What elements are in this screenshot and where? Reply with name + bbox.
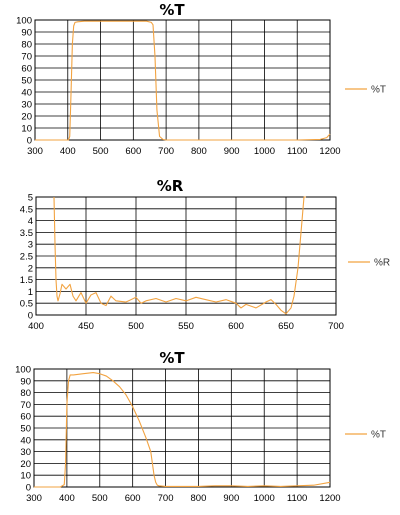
x-tick-label: 900 xyxy=(224,146,240,157)
y-tick-label: 40 xyxy=(21,88,32,99)
y-tick-label: 4.5 xyxy=(20,204,33,215)
x-tick-label: 500 xyxy=(92,493,108,504)
x-tick-label: 1000 xyxy=(254,493,275,504)
y-tick-label: 1.5 xyxy=(20,275,33,286)
x-tick-label: 600 xyxy=(125,146,141,157)
x-tick-label: 1200 xyxy=(319,493,340,504)
legend: %T xyxy=(345,430,386,441)
y-tick-label: 60 xyxy=(21,64,32,75)
x-tick-label: 600 xyxy=(125,493,141,504)
y-tick-label: 10 xyxy=(20,471,31,482)
y-tick-label: 50 xyxy=(20,424,31,435)
y-tick-label: 50 xyxy=(21,76,32,87)
x-tick-label: 700 xyxy=(328,321,344,332)
y-tick-label: 0 xyxy=(28,311,33,322)
x-tick-label: 600 xyxy=(228,321,244,332)
y-tick-label: 90 xyxy=(21,28,32,39)
y-tick-label: 30 xyxy=(21,100,32,111)
y-tick-label: 90 xyxy=(20,376,31,387)
x-tick-label: 300 xyxy=(26,493,42,504)
y-tick-label: 5 xyxy=(28,193,33,204)
x-tick-label: 450 xyxy=(78,321,94,332)
legend: %R xyxy=(348,258,390,269)
y-tick-label: 0 xyxy=(26,483,31,494)
chart-title: %T xyxy=(159,1,185,19)
y-tick-label: 0 xyxy=(27,136,32,147)
series-line-1 xyxy=(34,371,331,488)
y-tick-label: 40 xyxy=(20,435,31,446)
x-tick-label: 800 xyxy=(191,493,207,504)
series-line-1 xyxy=(53,196,306,315)
series-line-1 xyxy=(35,20,331,141)
y-tick-label: 2.5 xyxy=(20,252,33,263)
chart-title: %T xyxy=(159,349,185,367)
y-tick-label: 80 xyxy=(21,40,32,51)
x-tick-label: 400 xyxy=(28,321,44,332)
y-tick-label: 1 xyxy=(28,287,33,298)
x-tick-label: 300 xyxy=(27,146,43,157)
x-tick-label: 1100 xyxy=(287,493,307,504)
y-tick-label: 2 xyxy=(28,263,33,274)
plot-frame xyxy=(35,196,337,316)
y-tick-label: 4 xyxy=(28,216,33,227)
y-tick-label: 100 xyxy=(16,16,32,27)
x-tick-label: 900 xyxy=(223,493,239,504)
y-tick-label: 3 xyxy=(28,240,33,251)
y-tick-label: 3.5 xyxy=(20,228,33,239)
y-tick-label: 100 xyxy=(15,365,31,376)
x-tick-label: 650 xyxy=(278,321,294,332)
y-tick-label: 80 xyxy=(20,388,31,399)
x-tick-label: 400 xyxy=(59,493,75,504)
y-tick-label: 10 xyxy=(21,124,32,135)
legend-label: %T xyxy=(371,430,386,441)
plot-frame xyxy=(33,368,331,488)
x-tick-label: 400 xyxy=(60,146,76,157)
chart-title: %R xyxy=(157,177,184,195)
x-tick-label: 1000 xyxy=(254,146,275,157)
y-tick-label: 70 xyxy=(21,52,32,63)
y-tick-label: 20 xyxy=(21,112,32,123)
x-tick-label: 500 xyxy=(128,321,144,332)
y-tick-label: 30 xyxy=(20,447,31,458)
x-tick-label: 800 xyxy=(191,146,207,157)
x-tick-label: 1200 xyxy=(319,146,340,157)
x-tick-label: 700 xyxy=(158,493,174,504)
y-tick-label: 20 xyxy=(20,459,31,470)
legend-label: %R xyxy=(374,258,390,269)
x-tick-label: 1100 xyxy=(287,146,307,157)
chart-2: %R 00.511.522.533.544.55 400 450 500 550 600 65… xyxy=(20,177,390,332)
legend: %T xyxy=(345,85,386,96)
y-tick-label: 70 xyxy=(20,400,31,411)
x-tick-label: 700 xyxy=(158,146,174,157)
legend-label: %T xyxy=(371,85,386,96)
y-tick-label: 0.5 xyxy=(20,299,33,310)
x-tick-label: 550 xyxy=(178,321,194,332)
x-tick-label: 500 xyxy=(93,146,109,157)
y-tick-label: 60 xyxy=(20,412,31,423)
